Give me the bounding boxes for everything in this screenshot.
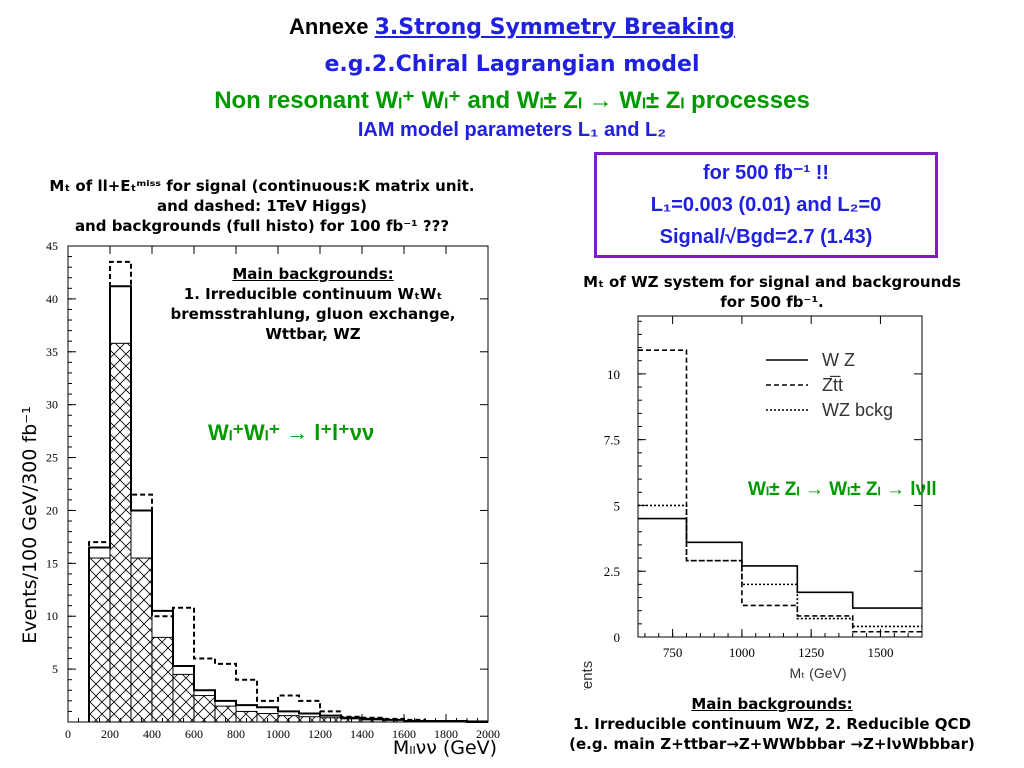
x-tick-label: 1200 <box>308 727 332 741</box>
x-tick-label: 1500 <box>867 645 893 660</box>
header-line3: Non resonant Wₗ⁺ Wₗ⁺ and Wₗ± Zₗ → Wₗ± Zₗ… <box>214 87 810 114</box>
left-caption-line3: and backgrounds (full histo) for 100 fb⁻… <box>74 217 450 235</box>
axes-group: 750 1000 1250 1500 0 2.5 5 7.5 10 <box>604 315 923 660</box>
x-tick-label: 1400 <box>350 727 374 741</box>
y-axis-label: Events/100 GeV/300 fb⁻¹ <box>19 406 41 644</box>
legend-label: W Z <box>822 350 855 370</box>
right-bg-line1: 1. Irreducible continuum WZ, 2. Reducibl… <box>572 715 972 733</box>
right-caption: Mₜ of WZ system for signal and backgroun… <box>540 272 1004 312</box>
y-tick-label: 10 <box>46 609 58 623</box>
y-tick-label: 20 <box>46 503 58 517</box>
x-tick-label: 1000 <box>266 727 290 741</box>
wz-signal-line <box>638 517 922 609</box>
left-caption-line2: and dashed: 1TeV Higgs) <box>157 197 367 215</box>
section-link[interactable]: 3.Strong Symmetry Breaking <box>374 15 735 40</box>
x-tick-label: 1250 <box>798 645 824 660</box>
axes-group: 0 200 400 600 800 1000 1200 1400 1600 1800 2000 5 10… <box>46 240 500 741</box>
x-tick-label: 800 <box>227 727 245 741</box>
right-bg-line2: (e.g. main Z+ttbar→Z+WWbbbar →Z+lνWbbbar… <box>569 735 975 753</box>
wz-bckg-dotted-line <box>638 504 922 628</box>
annexe-label: Annexe <box>289 14 375 39</box>
y-tick-label: 7.5 <box>604 433 620 448</box>
legend-label: Zt̅t <box>822 375 843 395</box>
hatched-bar <box>151 636 174 723</box>
hatched-bar <box>109 342 132 723</box>
x-tick-label: 1000 <box>729 645 755 660</box>
x-tick-label: 0 <box>65 727 71 741</box>
series-group <box>638 349 922 633</box>
left-bg-title: Main backgrounds: <box>232 265 394 283</box>
x-tick-label: 200 <box>101 727 119 741</box>
left-bg-line2: bremsstrahlung, gluon exchange, <box>170 305 456 323</box>
hatched-bar <box>130 557 153 723</box>
info-box: for 500 fb⁻¹ !! L₁=0.003 (0.01) and L₂=0… <box>594 152 938 258</box>
right-caption-line1: Mₜ of WZ system for signal and backgroun… <box>583 273 961 291</box>
y-tick-label: 30 <box>46 398 58 412</box>
left-histogram: 0 200 400 600 800 1000 1200 1400 1600 1800 2000 5 10… <box>19 240 500 759</box>
header-line4: IAM model parameters L₁ and L₂ <box>357 119 667 141</box>
y-tick-label: 10 <box>607 367 620 382</box>
right-backgrounds: Main backgrounds: 1. Irreducible continu… <box>520 694 1024 754</box>
left-bg-line3: Wttbar, WZ <box>265 325 361 343</box>
y-tick-label: 40 <box>46 292 58 306</box>
y-tick-label: 35 <box>46 345 58 359</box>
y-tick-label: 25 <box>46 451 58 465</box>
x-tick-label: 400 <box>143 727 161 741</box>
y-tick-label: 0 <box>614 630 621 645</box>
info-line1: for 500 fb⁻¹ !! <box>702 162 830 184</box>
y-axis-label: Number of events <box>579 661 596 690</box>
right-histogram: 750 1000 1250 1500 0 2.5 5 7.5 10 W Z Zt̅t WZ bckg… <box>579 315 923 690</box>
legend: W Z Zt̅t WZ bckg <box>766 350 893 420</box>
y-tick-label: 2.5 <box>604 564 620 579</box>
right-bg-title: Main backgrounds: <box>691 695 853 713</box>
header-line1: Annexe 3.Strong Symmetry Breaking <box>0 14 1024 40</box>
y-tick-label: 15 <box>46 556 58 570</box>
y-tick-label: 45 <box>46 240 58 253</box>
info-line3: Signal/√Bgd=2.7 (1.43) <box>659 226 873 248</box>
x-axis-label: Mₗₗνν (GeV) <box>393 737 497 759</box>
left-bg-line1: 1. Irreducible continuum WₜWₜ <box>183 285 443 303</box>
header-line2: e.g.2.Chiral Lagrangian model <box>324 52 700 77</box>
hatched-bar <box>172 673 195 723</box>
left-backgrounds: Main backgrounds: 1. Irreducible continu… <box>148 264 478 344</box>
left-caption-line1: Mₜ of ll+Eₜᵐⁱˢˢ for signal (continuous:K… <box>49 177 475 195</box>
x-tick-label: 1800 <box>434 727 458 741</box>
x-tick-label: 600 <box>185 727 203 741</box>
right-caption-line2: for 500 fb⁻¹. <box>720 293 824 311</box>
left-caption: Mₜ of ll+Eₜᵐⁱˢˢ for signal (continuous:K… <box>0 176 524 236</box>
right-process-label: Wₗ± Zₗ → Wₗ± Zₗ → lνll <box>748 479 937 500</box>
hatched-bar <box>88 557 111 723</box>
plot-frame <box>637 315 923 638</box>
info-line2: L₁=0.003 (0.01) and L₂=0 <box>650 194 882 216</box>
y-tick-label: 5 <box>52 662 58 676</box>
x-axis-label: Mₜ (GeV) <box>789 665 846 681</box>
left-process-label: Wₗ⁺Wₗ⁺ → l⁺l⁺νν <box>208 420 375 445</box>
legend-label: WZ bckg <box>822 400 893 420</box>
x-tick-label: 2000 <box>476 727 500 741</box>
x-tick-label: 750 <box>663 645 683 660</box>
x-tick-label: 1600 <box>392 727 416 741</box>
y-tick-label: 5 <box>614 498 621 513</box>
